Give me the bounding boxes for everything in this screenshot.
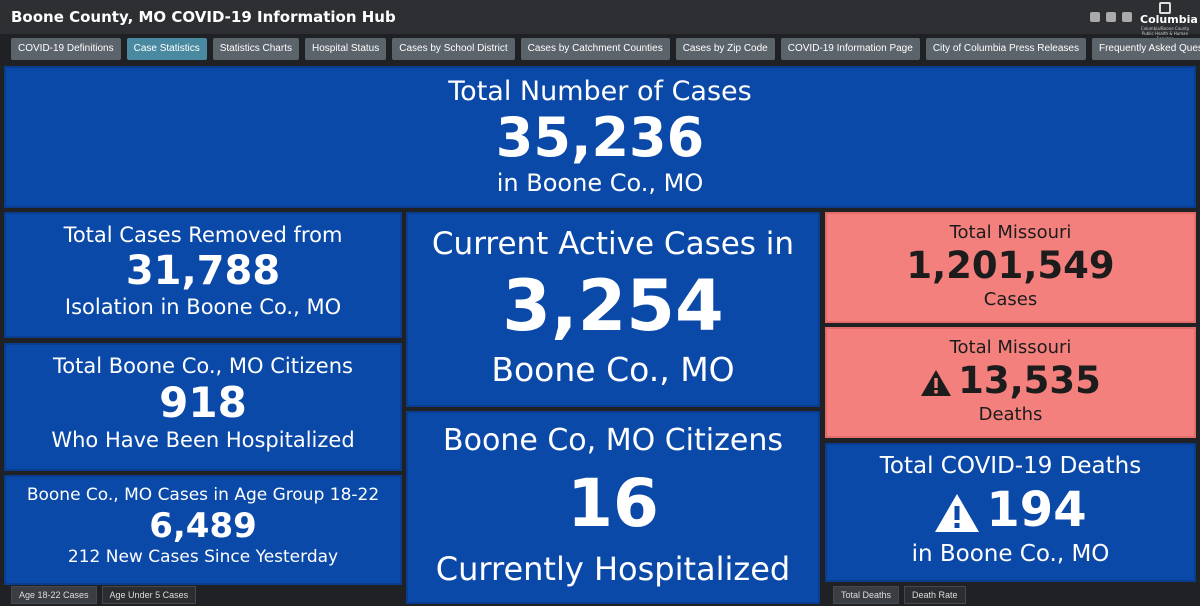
- card-caption: Currently Hospitalized: [435, 550, 791, 588]
- tab-hospital-status[interactable]: Hospital Status: [304, 38, 387, 60]
- card-caption: Isolation in Boone Co., MO: [64, 295, 342, 319]
- removed-from-isolation-card: Total Cases Removed from 31,788 Isolatio…: [4, 212, 402, 338]
- card-heading: Total Number of Cases: [448, 76, 752, 107]
- card-heading: Total Boone Co., MO Citizens: [53, 354, 353, 378]
- subtab-age-under-5[interactable]: Age Under 5 Cases: [101, 586, 197, 604]
- card-caption: in Boone Co., MO: [496, 169, 704, 197]
- city-logo[interactable]: Columbia Columbia/Boone County Public He…: [1140, 2, 1198, 41]
- card-value: 194: [986, 482, 1087, 538]
- card-value: 3,254: [502, 265, 724, 347]
- card-value: 1,201,549: [906, 244, 1115, 287]
- app-title: Boone County, MO COVID-19 Information Hu…: [11, 8, 396, 26]
- tab-city-press-releases[interactable]: City of Columbia Press Releases: [925, 38, 1086, 60]
- age-group-cases-card: Boone Co., MO Cases in Age Group 18-22 6…: [4, 475, 402, 585]
- twitter-icon[interactable]: [1106, 12, 1116, 22]
- tab-covid19-information-page[interactable]: COVID-19 Information Page: [780, 38, 920, 60]
- card-value-row: 13,535: [827, 358, 1194, 404]
- total-hospitalized-card: Total Boone Co., MO Citizens 918 Who Hav…: [4, 343, 402, 471]
- card-heading: Boone Co., MO Cases in Age Group 18-22: [26, 485, 380, 505]
- card-heading: Total Missouri: [949, 337, 1072, 358]
- total-cases-card: Total Number of Cases 35,236 in Boone Co…: [4, 66, 1196, 208]
- tab-faq[interactable]: Frequently Asked Questions: [1091, 38, 1200, 60]
- subtab-age-18-22[interactable]: Age 18-22 Cases: [11, 586, 97, 604]
- card-caption: Deaths: [978, 404, 1043, 425]
- card-value: 31,788: [125, 248, 281, 294]
- currently-hospitalized-card: Boone Co, MO Citizens 16 Currently Hospi…: [406, 411, 820, 604]
- main-tabs: COVID-19 Definitions Case Statistics Sta…: [11, 38, 1200, 60]
- city-logo-mark-icon: [1159, 2, 1171, 14]
- card-caption: in Boone Co., MO: [911, 541, 1110, 567]
- missouri-deaths-card: Total Missouri 13,535 Deaths: [825, 327, 1196, 438]
- warning-icon: [935, 494, 980, 532]
- social-links: [1090, 12, 1132, 22]
- age-card-subtabs: Age 18-22 Cases Age Under 5 Cases: [11, 586, 197, 604]
- warning-icon: [921, 369, 952, 396]
- active-cases-card: Current Active Cases in 3,254 Boone Co.,…: [406, 212, 820, 407]
- city-logo-name: Columbia: [1140, 13, 1198, 26]
- subtab-death-rate[interactable]: Death Rate: [904, 586, 966, 604]
- subtab-total-deaths[interactable]: Total Deaths: [833, 586, 900, 604]
- card-value: 6,489: [149, 506, 257, 546]
- missouri-cases-card: Total Missouri 1,201,549 Cases: [825, 212, 1196, 323]
- card-heading: Total Missouri: [949, 222, 1072, 243]
- card-heading: Current Active Cases in: [431, 226, 795, 262]
- card-caption: 212 New Cases Since Yesterday: [67, 547, 339, 567]
- card-caption: Boone Co., MO: [491, 350, 735, 389]
- card-value: 13,535: [958, 359, 1101, 402]
- deaths-card-subtabs: Total Deaths Death Rate: [833, 586, 966, 604]
- card-value: 16: [567, 465, 659, 542]
- tab-statistics-charts[interactable]: Statistics Charts: [212, 38, 299, 60]
- card-caption: Cases: [983, 289, 1038, 310]
- tab-cases-by-zip-code[interactable]: Cases by Zip Code: [675, 38, 775, 60]
- tab-case-statistics[interactable]: Case Statistics: [126, 38, 207, 60]
- card-caption: Who Have Been Hospitalized: [51, 428, 355, 452]
- card-heading: Total Cases Removed from: [63, 223, 343, 247]
- card-value-row: 194: [827, 479, 1194, 541]
- facebook-icon[interactable]: [1090, 12, 1100, 22]
- link-icon[interactable]: [1122, 12, 1132, 22]
- card-heading: Boone Co, MO Citizens: [443, 423, 783, 458]
- tab-covid19-definitions[interactable]: COVID-19 Definitions: [11, 38, 121, 60]
- tab-cases-by-catchment-counties[interactable]: Cases by Catchment Counties: [520, 38, 670, 60]
- card-value: 918: [159, 378, 247, 427]
- card-heading: Total COVID-19 Deaths: [879, 453, 1142, 479]
- boone-deaths-card: Total COVID-19 Deaths 194 in Boone Co., …: [825, 443, 1196, 582]
- tab-cases-by-school-district[interactable]: Cases by School District: [392, 38, 515, 60]
- app-header: Boone County, MO COVID-19 Information Hu…: [0, 0, 1200, 41]
- card-value: 35,236: [495, 106, 705, 169]
